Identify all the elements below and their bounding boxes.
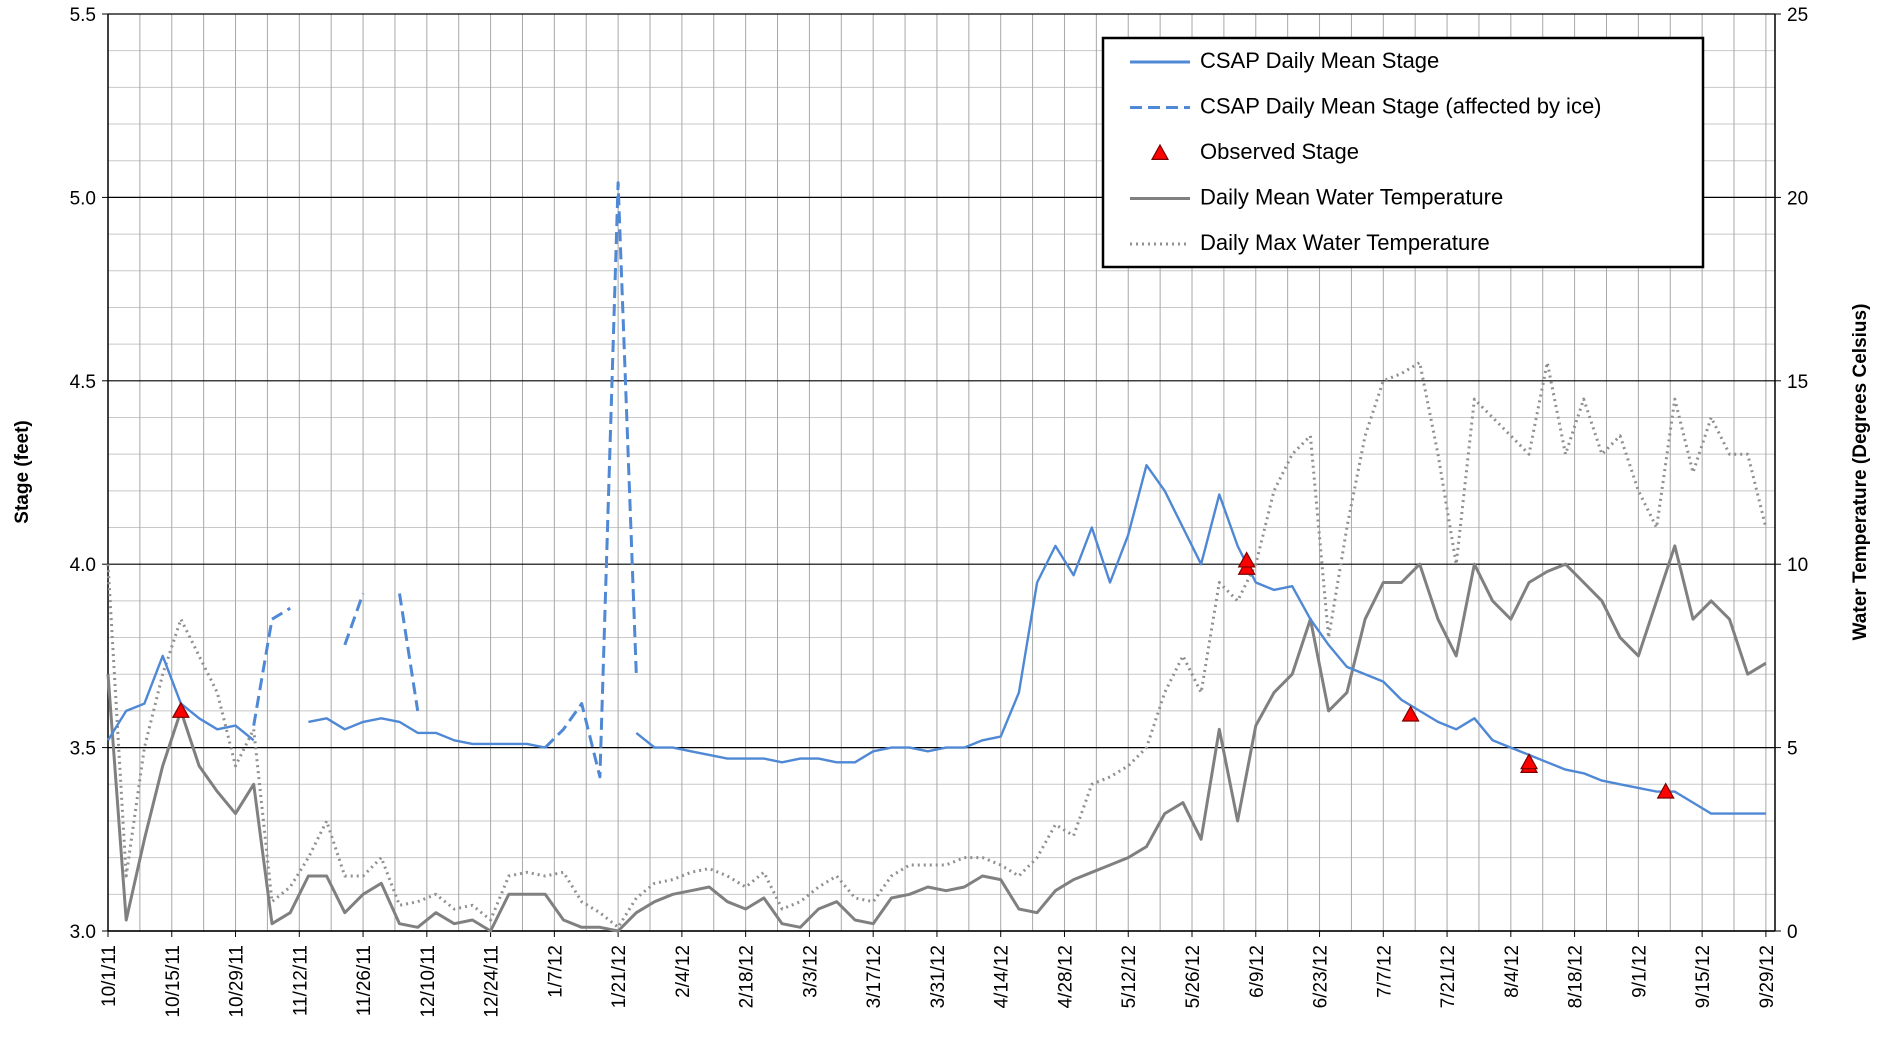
x-tick-label: 8/4/12 bbox=[1502, 945, 1523, 998]
x-tick-label: 11/26/11 bbox=[354, 945, 375, 1016]
y2-tick-label: 0 bbox=[1787, 922, 1798, 943]
series-line bbox=[106, 361, 1768, 929]
observed-marker bbox=[171, 701, 190, 718]
legend-marker bbox=[1150, 143, 1170, 160]
x-tick-label: 9/29/12 bbox=[1757, 945, 1778, 1008]
x-tick-label: 3/17/12 bbox=[864, 945, 885, 1008]
legend-label: Observed Stage bbox=[1200, 139, 1359, 164]
y-tick-label: 4.5 bbox=[70, 372, 96, 393]
y-tick-label: 4.0 bbox=[70, 555, 96, 576]
series-line bbox=[252, 181, 638, 779]
x-tick-label: 11/12/11 bbox=[290, 945, 311, 1016]
x-tick-label: 8/18/12 bbox=[1566, 945, 1587, 1008]
y-tick-label: 3.5 bbox=[70, 739, 96, 760]
x-tick-label: 7/7/12 bbox=[1374, 945, 1395, 998]
y-tick-label: 3.0 bbox=[70, 922, 96, 943]
observed-marker bbox=[1401, 705, 1420, 722]
x-tick-label: 2/18/12 bbox=[737, 945, 758, 1008]
y-tick-label: 5.0 bbox=[70, 188, 96, 209]
y2-axis-title: Water Temperature (Degrees Celsius) bbox=[1850, 304, 1871, 641]
x-tick-label: 1/21/12 bbox=[609, 945, 630, 1008]
legend-label: CSAP Daily Mean Stage bbox=[1200, 48, 1439, 73]
y-tick-label: 5.5 bbox=[70, 5, 96, 26]
y2-tick-label: 15 bbox=[1787, 372, 1808, 393]
x-tick-label: 10/15/11 bbox=[163, 945, 184, 1018]
x-tick-label: 3/3/12 bbox=[800, 945, 821, 998]
x-tick-label: 3/31/12 bbox=[928, 945, 949, 1008]
y2-tick-label: 5 bbox=[1787, 739, 1798, 760]
x-tick-label: 12/10/11 bbox=[418, 945, 439, 1018]
x-tick-label: 5/26/12 bbox=[1183, 945, 1204, 1008]
y2-tick-label: 10 bbox=[1787, 555, 1808, 576]
legend-box bbox=[1101, 36, 1705, 269]
x-tick-label: 1/7/12 bbox=[545, 945, 566, 998]
x-tick-label: 12/24/11 bbox=[482, 945, 503, 1018]
x-tick-label: 9/15/12 bbox=[1693, 945, 1714, 1008]
y2-tick-label: 25 bbox=[1787, 5, 1808, 26]
legend-label: Daily Max Water Temperature bbox=[1200, 230, 1490, 255]
observed-marker bbox=[1656, 782, 1675, 799]
x-tick-label: 5/12/12 bbox=[1119, 945, 1140, 1008]
observed-marker bbox=[1237, 551, 1256, 568]
x-tick-label: 10/1/11 bbox=[99, 945, 120, 1007]
x-tick-label: 10/29/11 bbox=[227, 945, 248, 1018]
x-tick-label: 9/1/12 bbox=[1629, 945, 1650, 998]
x-tick-label: 6/9/12 bbox=[1247, 945, 1268, 998]
legend-label: Daily Mean Water Temperature bbox=[1200, 184, 1503, 209]
series-line bbox=[106, 544, 1767, 933]
x-tick-label: 4/28/12 bbox=[1055, 945, 1076, 1008]
legend-label: CSAP Daily Mean Stage (affected by ice) bbox=[1200, 93, 1602, 118]
y-axis-title: Stage (feet) bbox=[12, 420, 33, 523]
x-tick-label: 7/21/12 bbox=[1438, 945, 1459, 1008]
x-tick-label: 6/23/12 bbox=[1311, 945, 1332, 1008]
legend: CSAP Daily Mean Stage CSAP Daily Mean Sta… bbox=[1101, 36, 1705, 269]
x-tick-label: 2/4/12 bbox=[673, 945, 694, 998]
x-tick-label: 4/14/12 bbox=[992, 945, 1013, 1008]
observed-marker bbox=[1520, 753, 1539, 770]
y2-tick-label: 20 bbox=[1787, 188, 1808, 209]
